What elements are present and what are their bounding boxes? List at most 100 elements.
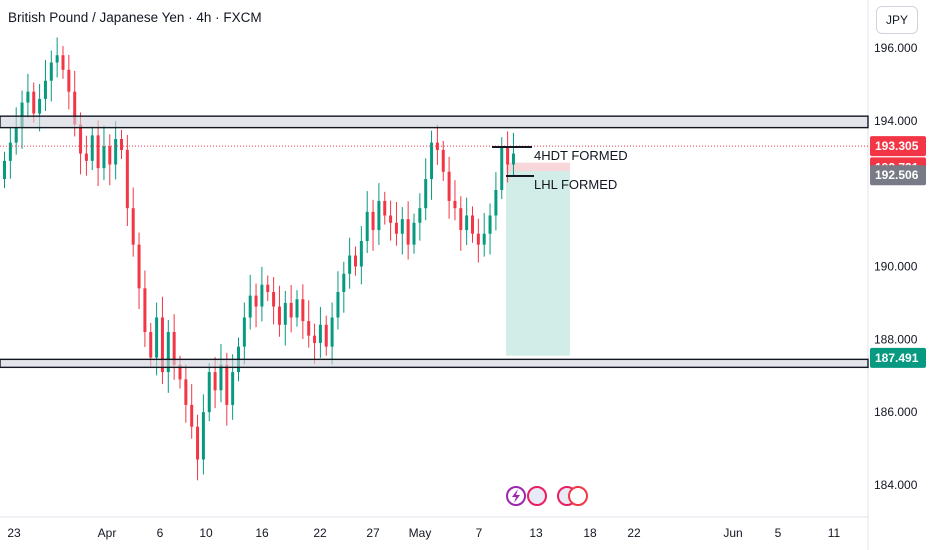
x-tick-label: 23	[7, 526, 21, 540]
candle-body	[400, 219, 404, 234]
candle-body	[482, 233, 486, 245]
y-tick-label: 186.000	[874, 405, 918, 419]
candle-body	[441, 149, 445, 172]
y-tick-label: 184.000	[874, 478, 918, 492]
candle-body	[272, 291, 276, 307]
lightning-bolt-glyph	[512, 489, 520, 503]
chart-grid	[0, 0, 869, 550]
candle-body	[453, 200, 457, 209]
candle-body	[500, 146, 504, 190]
candle-body	[266, 284, 270, 292]
x-tick-label: 5	[775, 526, 782, 540]
candle-body	[114, 139, 118, 165]
x-tick-label: 16	[255, 526, 269, 540]
candle-body	[418, 208, 422, 223]
candle-body	[330, 317, 334, 347]
candle-body	[435, 142, 439, 150]
support-zone	[0, 358, 869, 369]
candle-body	[324, 324, 328, 347]
candle-body	[143, 288, 147, 333]
candle-body	[26, 91, 30, 103]
candle-body	[254, 295, 258, 307]
x-tick-label: Jun	[723, 526, 742, 540]
annotations: 4HDT FORMED LHL FORMED	[534, 148, 628, 192]
candle-body	[465, 215, 469, 231]
candle-body	[120, 139, 123, 150]
x-tick-label: 27	[366, 526, 380, 540]
candle-body	[190, 404, 194, 427]
candle-body	[49, 62, 53, 81]
candle-body	[430, 142, 434, 180]
candle-body	[283, 302, 287, 325]
candle-body	[406, 219, 410, 245]
candle-body	[277, 306, 281, 325]
target-zone	[506, 167, 570, 356]
candle-body	[207, 372, 211, 413]
annotation-4hdt-formed: 4HDT FORMED	[534, 148, 628, 163]
candle-body	[348, 255, 352, 274]
candle-body	[102, 146, 106, 169]
candlestick-series	[3, 37, 515, 481]
x-tick-label: 22	[313, 526, 327, 540]
price-badge	[870, 165, 926, 186]
candle-body	[371, 211, 375, 231]
y-tick-label: 190.000	[874, 259, 918, 273]
resistance-zone	[0, 115, 869, 129]
candle-body	[260, 284, 264, 307]
candle-body	[307, 321, 311, 336]
y-axis: 196.000 194.000 190.000 188.000 186.000 184.0…	[874, 41, 918, 492]
candle-body	[365, 211, 369, 241]
candle-body	[90, 135, 94, 161]
candle-body	[389, 215, 393, 223]
candle-body	[20, 102, 24, 129]
candle-body	[219, 364, 223, 391]
candle-body	[354, 255, 357, 267]
candle-body	[488, 215, 492, 234]
price-badge	[870, 347, 926, 368]
currency-button[interactable]: JPY	[876, 6, 918, 34]
candle-body	[459, 208, 463, 231]
candle-body	[231, 372, 235, 405]
candle-body	[38, 98, 42, 114]
x-tick-label: May	[409, 526, 432, 540]
candle-body	[424, 179, 428, 209]
candle-body	[359, 240, 363, 267]
candle-body	[84, 153, 88, 161]
candle-body	[494, 189, 498, 216]
candle-body	[342, 273, 346, 292]
candle-body	[178, 364, 182, 380]
annotation-lhl-formed: LHL FORMED	[534, 177, 617, 192]
y-tick-label: 196.000	[874, 41, 918, 55]
candle-body	[137, 244, 141, 289]
candle-body	[201, 412, 205, 460]
candle-body	[149, 332, 153, 358]
price-badge-label: 192.506	[875, 168, 919, 182]
candle-body	[394, 222, 398, 234]
candle-body	[172, 332, 176, 365]
x-tick-label: 13	[529, 526, 543, 540]
candle-body	[160, 317, 164, 373]
candle-body	[506, 146, 510, 165]
candle-body	[377, 200, 381, 231]
candle-body	[242, 317, 246, 347]
candle-body	[55, 55, 59, 63]
candle-body	[3, 160, 6, 180]
x-tick-label: 22	[627, 526, 641, 540]
horizontal-levels	[0, 115, 869, 369]
candle-body	[447, 171, 451, 201]
candle-body	[476, 233, 480, 245]
candle-body	[213, 372, 217, 391]
x-tick-label: 7	[476, 526, 483, 540]
trade-zones	[506, 162, 570, 356]
price-badge-label: 187.491	[875, 351, 919, 365]
candle-body	[32, 91, 36, 114]
candle-body	[14, 128, 18, 143]
candle-body	[383, 200, 387, 216]
candle-body	[96, 135, 100, 169]
candle-body	[73, 91, 77, 125]
y-tick-label: 194.000	[874, 114, 918, 128]
candle-body	[301, 299, 305, 322]
candle-body	[125, 149, 129, 209]
